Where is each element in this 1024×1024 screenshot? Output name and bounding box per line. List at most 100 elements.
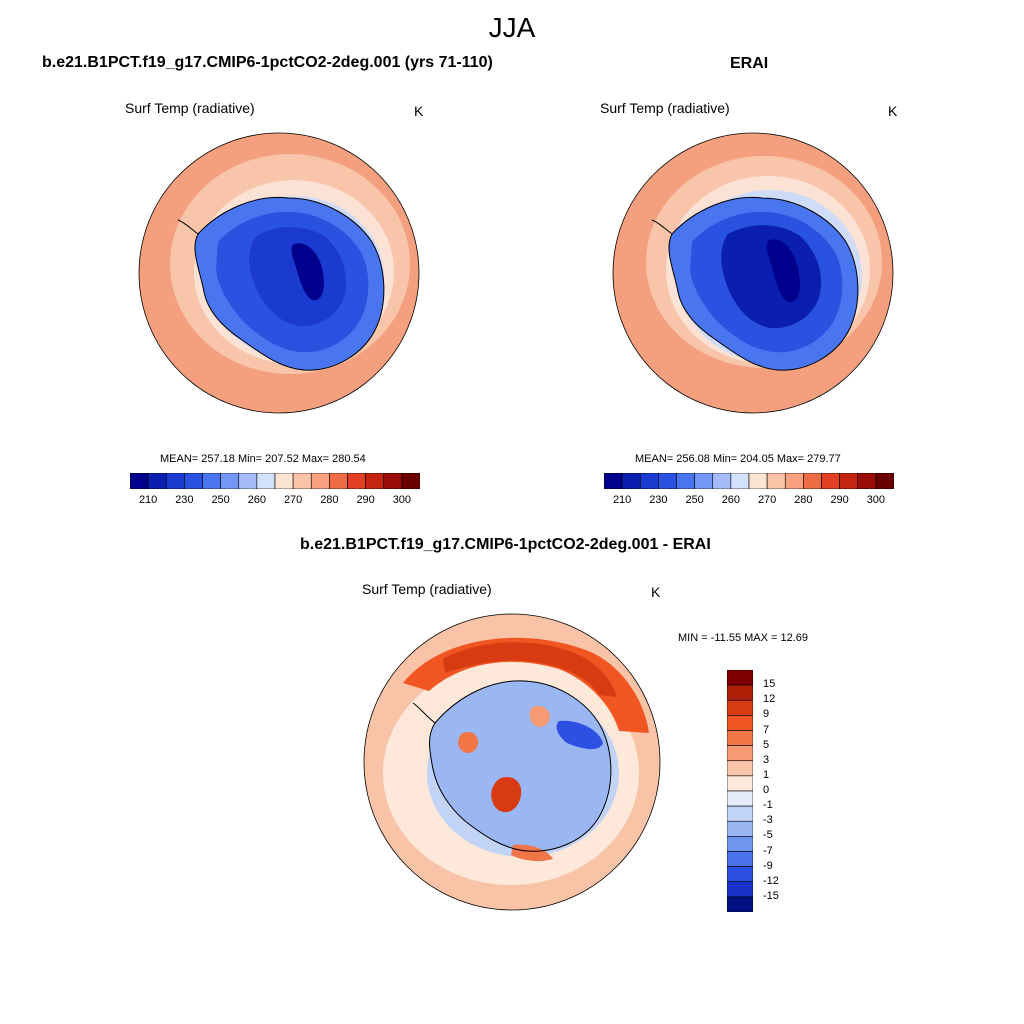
colorbar-tick-label: 270: [757, 494, 777, 506]
colorbar-tick-label: 230: [649, 494, 668, 506]
colorbar-swatch: [766, 473, 786, 489]
panel3-stats: MIN = -11.55 MAX = 12.69: [678, 632, 809, 644]
colorbar-swatch: [803, 473, 822, 489]
colorbar-swatch: [220, 473, 240, 489]
colorbar-tick-label: 210: [138, 494, 158, 506]
panel3-difference-map: [363, 613, 661, 911]
colorbar-swatch: [694, 473, 714, 489]
plateau-zone: [249, 227, 346, 327]
colorbar-swatch: [839, 473, 859, 489]
panel2-colorbar: [604, 473, 894, 489]
panel2-polar-map: [612, 132, 894, 414]
colorbar-tick-label: 210: [612, 494, 632, 506]
colorbar-swatch: [857, 473, 877, 489]
colorbar-swatch: [639, 473, 659, 489]
peninsula-coast: [651, 219, 673, 235]
main-title: JJA: [488, 12, 536, 43]
colorbar-tick-label: -7: [763, 844, 773, 857]
colorbar-tick-label: -5: [763, 829, 773, 842]
colorbar-tick-label: 15: [763, 678, 776, 691]
panel1-units-label: K: [414, 103, 424, 119]
colorbar-swatch: [310, 473, 330, 489]
dome-zone: [291, 243, 324, 301]
colorbar-tick-label: 3: [763, 753, 770, 766]
panel3-colorbar: [727, 670, 753, 912]
colorbar-swatch: [401, 473, 420, 489]
panel2-colorbar-ticks: 210 230 250 260 270 280 290 300: [604, 494, 894, 508]
colorbar-tick-label: -1: [763, 799, 773, 812]
colorbar-swatch: [727, 730, 753, 746]
panel2-units-label: K: [888, 103, 898, 119]
colorbar-tick-label: 290: [830, 494, 849, 506]
diff-warm-patch-2: [458, 731, 479, 753]
colorbar-tick-label: 280: [320, 494, 339, 506]
diff-warm-patch-1: [491, 776, 522, 813]
colorbar-tick-label: 0: [763, 784, 770, 796]
colorbar-tick-label: 12: [763, 693, 776, 706]
diff-warm-core: [443, 642, 617, 697]
panel1-polar-map: [138, 132, 420, 414]
panel1-stats: MEAN= 257.18 Min= 207.52 Max= 280.54: [160, 453, 366, 465]
peninsula-coast: [412, 702, 436, 724]
colorbar-tick-label: -12: [763, 874, 779, 887]
colorbar-swatch: [784, 473, 804, 489]
colorbar-swatch: [727, 805, 753, 822]
panel1-variable-label: Surf Temp (radiative): [125, 100, 255, 116]
coastline: [194, 196, 385, 371]
colorbar-swatch: [748, 473, 768, 489]
panel1-case-title: b.e21.B1PCT.f19_g17.CMIP6-1pctCO2-2deg.0…: [42, 54, 493, 71]
colorbar-tick-label: 9: [763, 708, 770, 721]
colorbar-swatch: [727, 881, 753, 898]
coastline: [429, 680, 612, 852]
panel2-stats: MEAN= 256.08 Min= 204.05 Max= 279.77: [635, 453, 841, 465]
colorbar-tick-label: 300: [392, 494, 412, 506]
colorbar-swatch: [274, 473, 294, 489]
panel3-units-label: K: [651, 584, 661, 600]
coastline: [668, 196, 859, 371]
colorbar-swatch: [202, 473, 221, 489]
colorbar-swatch: [727, 684, 753, 701]
colorbar-swatch: [727, 851, 753, 867]
panel3-variable-label: Surf Temp (radiative): [362, 581, 492, 597]
colorbar-swatch: [727, 745, 753, 762]
colorbar-swatch: [604, 473, 623, 489]
colorbar-swatch: [238, 473, 258, 489]
colorbar-tick-label: 250: [685, 494, 704, 506]
colorbar-swatch: [184, 473, 203, 489]
colorbar-swatch: [329, 473, 348, 489]
panel2-variable-label: Surf Temp (radiative): [600, 100, 730, 116]
colorbar-swatch: [658, 473, 677, 489]
colorbar-swatch: [727, 670, 753, 686]
colorbar-tick-label: 7: [763, 723, 770, 736]
diff-cold-patch: [556, 720, 603, 750]
panel2-case-title: ERAI: [730, 55, 769, 72]
colorbar-swatch: [727, 836, 753, 852]
colorbar-swatch: [621, 473, 641, 489]
colorbar-swatch: [292, 473, 312, 489]
colorbar-swatch: [130, 473, 149, 489]
colorbar-swatch: [727, 760, 753, 777]
diff-warm-south: [511, 844, 553, 862]
colorbar-tick-label: 1: [763, 768, 770, 781]
panel3-colorbar-labels: 15 12 9 7 5 3 1 0 -1 -3 -5 -7 -9 -12 -15: [760, 670, 800, 912]
colorbar-swatch: [730, 473, 750, 489]
colorbar-swatch: [727, 790, 753, 807]
colorbar-swatch: [712, 473, 732, 489]
colorbar-tick-label: 260: [247, 494, 267, 506]
colorbar-swatch: [256, 473, 276, 489]
colorbar-tick-label: -15: [763, 889, 779, 902]
peninsula-coast: [177, 219, 199, 235]
colorbar-tick-label: 280: [794, 494, 813, 506]
colorbar-swatch: [727, 775, 753, 792]
plateau-zone: [721, 225, 822, 329]
colorbar-swatch: [365, 473, 385, 489]
panel1-colorbar-ticks: 210 230 250 260 270 280 290 300: [130, 494, 420, 508]
colorbar-swatch: [727, 866, 753, 883]
colorbar-swatch: [727, 699, 753, 716]
colorbar-tick-label: -3: [763, 814, 773, 827]
diff-warm-patch-3: [529, 705, 550, 727]
colorbar-tick-label: 250: [211, 494, 230, 506]
colorbar-swatch: [727, 896, 753, 912]
panel1-colorbar: [130, 473, 420, 489]
colorbar-swatch: [821, 473, 840, 489]
